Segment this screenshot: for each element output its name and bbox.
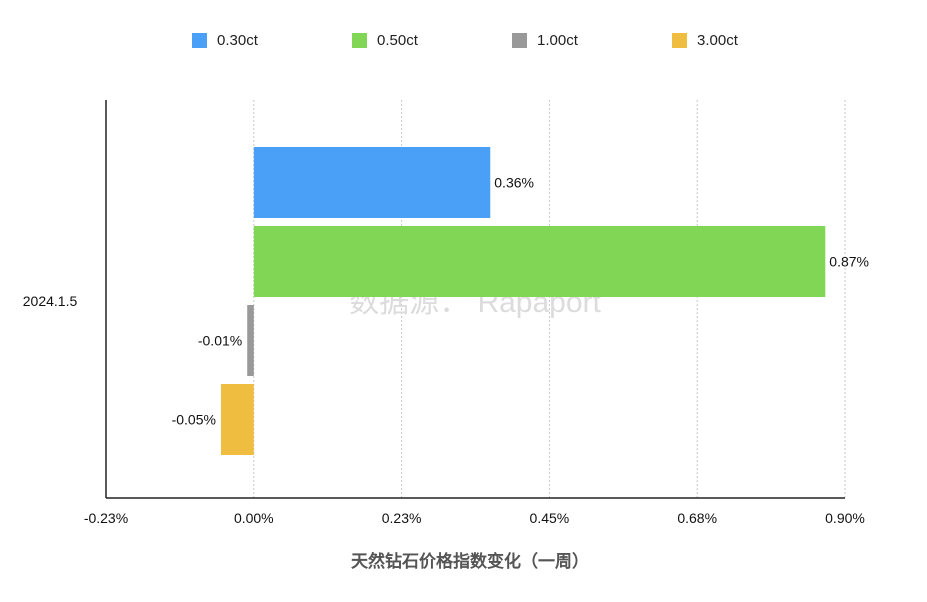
- legend-swatch-icon: [352, 33, 367, 48]
- legend-label: 0.30ct: [217, 32, 258, 49]
- data-label: -0.01%: [198, 333, 242, 349]
- legend-label: 3.00ct: [697, 32, 738, 49]
- category-label: 2024.1.5: [23, 293, 78, 309]
- x-axis-title: 天然钻石价格指数变化（一周）: [351, 551, 589, 571]
- legend-label: 1.00ct: [537, 32, 578, 49]
- legend-item-0.30ct[interactable]: 0.30ct: [192, 32, 258, 49]
- x-tick-label: -0.23%: [84, 510, 128, 526]
- data-label: 0.36%: [494, 175, 534, 191]
- x-tick-label: 0.23%: [382, 510, 422, 526]
- x-tick-label: 0.45%: [530, 510, 570, 526]
- legend-swatch-icon: [192, 33, 207, 48]
- legend-item-0.50ct[interactable]: 0.50ct: [352, 32, 418, 49]
- bar-0.30ct: [253, 147, 491, 218]
- x-tick-label: 0.90%: [825, 510, 865, 526]
- legend-swatch-icon: [672, 33, 687, 48]
- legend: 0.30ct 0.50ct 1.00ct 3.00ct: [0, 32, 927, 52]
- data-label: 0.87%: [829, 254, 869, 270]
- bar-0.50ct: [253, 226, 826, 297]
- x-tick-label: 0.68%: [677, 510, 717, 526]
- bar-3.00ct: [220, 384, 254, 455]
- legend-swatch-icon: [512, 33, 527, 48]
- legend-item-1.00ct[interactable]: 1.00ct: [512, 32, 578, 49]
- legend-label: 0.50ct: [377, 32, 418, 49]
- x-tick-label: 0.00%: [234, 510, 274, 526]
- legend-item-3.00ct[interactable]: 3.00ct: [672, 32, 738, 49]
- bar-1.00ct: [247, 305, 254, 376]
- data-label: -0.05%: [172, 412, 216, 428]
